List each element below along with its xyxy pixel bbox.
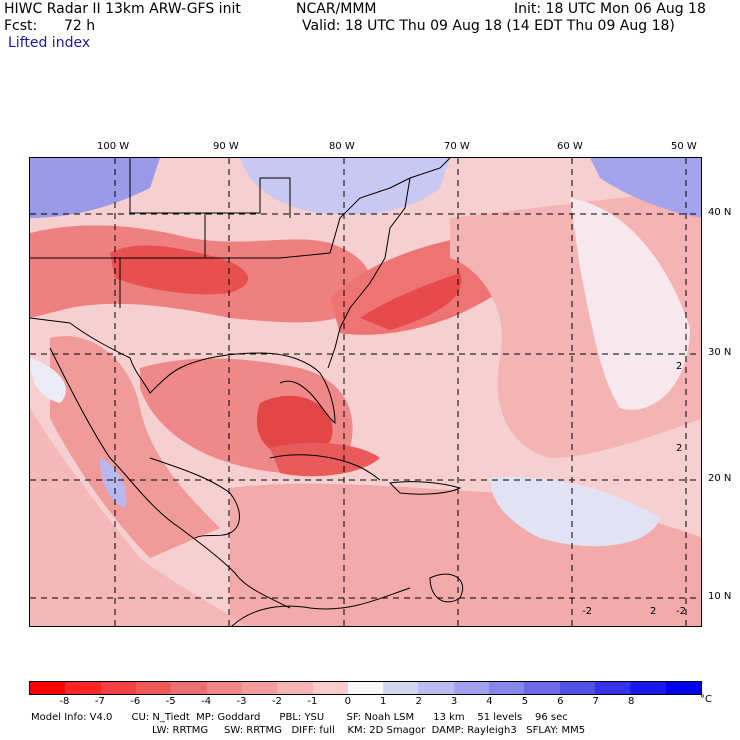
colorbar-tick-label: -7 [94,696,105,707]
colorbar-tick-label: -6 [130,696,141,707]
colorbar-tick-label: 6 [557,696,564,707]
colorbar-segment [277,682,313,694]
contour-label: 2 [676,443,683,454]
colorbar-tick-label: 8 [627,696,635,707]
colorbar-segment [347,682,384,694]
coastlines [30,158,464,626]
model-info-line-1: Model Info: V4.0 CU: N_Tiedt MP: Goddard… [31,712,568,723]
fill-great-lakes [240,158,450,215]
colorbar-tick-label: 3 [450,696,458,707]
colorbar-tick-label: -8 [59,696,70,707]
colorbar-segment [171,682,207,694]
colorbar-tick-label: 2 [415,696,422,707]
colorbar-segment [630,682,666,694]
forecast-hour: 72 h [64,18,96,34]
lon-label-50w: 50 W [671,141,697,152]
map-graphic [30,158,701,626]
lon-label-60w: 60 W [557,141,583,152]
lat-label-10n: 10 N [708,591,732,602]
fill-arizona [30,358,66,403]
colorbar-segment [65,682,101,694]
colorbar-tick-label: 0 [344,696,351,707]
colorbar-segment [489,682,525,694]
fill-mexico-plateau [100,458,127,508]
colorbar-segment [559,682,595,694]
colorbar-segment [241,682,278,694]
colorbar-tick-label: -3 [236,696,247,707]
lon-label-70w: 70 W [444,141,470,152]
contour-label: -2 [676,606,686,617]
lat-label-40n: 40 N [708,207,732,218]
colorbar-segment [135,682,172,694]
colorbar-tick-label: 4 [486,696,493,707]
fill-north-atlantic-blue [590,158,701,218]
colorbar-segment [312,682,348,694]
contour-label: 2 [676,361,683,372]
colorbar-tick-label: 5 [521,696,529,707]
fill-atlantic-core [360,273,462,330]
field-name: Lifted index [8,35,91,51]
fill-atlantic-high [570,198,690,410]
colorbar-segment [206,682,242,694]
lon-label-90w: 90 W [213,141,239,152]
fill-mexico [50,336,220,558]
init-time: Init: 18 UTC Mon 06 Aug 18 [514,1,706,17]
contour-label: -2 [582,606,592,617]
fill-florida-core [256,395,333,458]
colorbar-segment [383,682,419,694]
colorbar-tick-label: -2 [271,696,282,707]
fill-pacific [30,408,247,626]
colorbar [29,681,702,695]
colorbar-unit: °C [700,694,712,705]
colorbar-segment [418,682,454,694]
forecast-label: Fcst: [4,18,38,34]
lat-label-20n: 20 N [708,473,732,484]
lifted-index-map: 2 2 -2 2 -2 [29,157,702,627]
organization: NCAR/MMM [296,1,377,17]
colorbar-segment [30,682,66,694]
valid-time: Valid: 18 UTC Thu 09 Aug 18 (14 EDT Thu … [302,18,675,34]
graticule [30,158,701,626]
colorbar-tick-label: -5 [165,696,176,707]
fill-cuba [270,442,380,477]
colorbar-tick-label: 1 [380,696,387,707]
colorbar-tick-label: 7 [592,696,599,707]
colorbar-segment [100,682,136,694]
lon-label-100w: 100 W [97,141,130,152]
lat-label-30n: 30 N [708,347,732,358]
colorbar-segment [595,682,631,694]
model-info-line-2: LW: RRTMG SW: RRTMG DIFF: full KM: 2D Sm… [152,725,586,736]
fill-northern-plains [30,158,160,218]
colorbar-tick-label: -1 [307,696,318,707]
contour-label: 2 [650,606,657,617]
colorbar-segment [524,682,560,694]
model-title: HIWC Radar II 13km ARW-GFS init [4,1,241,17]
fill-subtropical-ridge [490,477,660,547]
colorbar-segment [453,682,490,694]
lon-label-80w: 80 W [329,141,355,152]
colorbar-segment [665,682,701,694]
colorbar-tick-label: -4 [201,696,212,707]
